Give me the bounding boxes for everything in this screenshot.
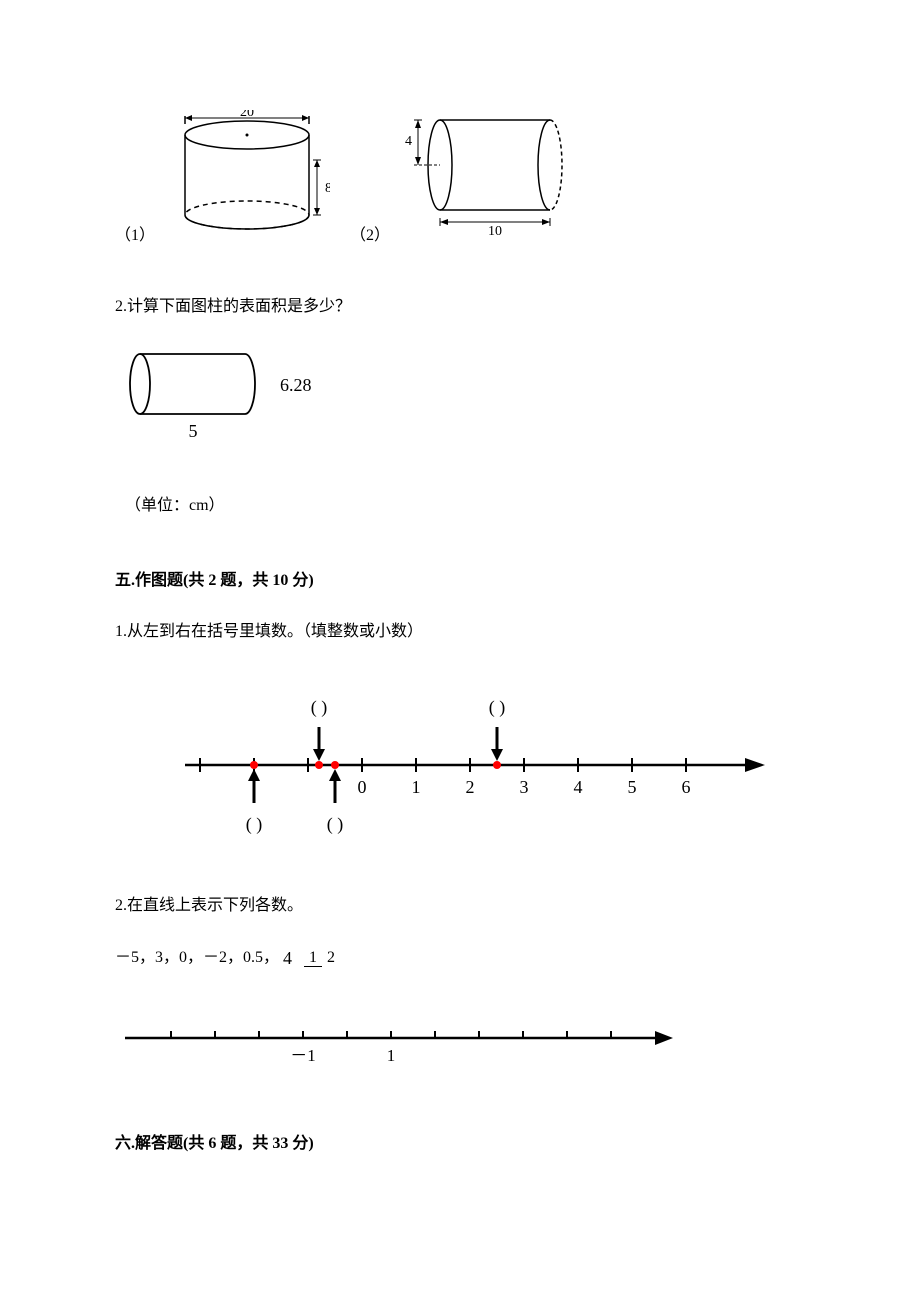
fig2-height-label: 4 <box>405 134 412 149</box>
section5-heading: 五.作图题(共 2 题，共 10 分) <box>115 568 805 594</box>
svg-text:4: 4 <box>574 777 583 797</box>
svg-text:0: 0 <box>358 777 367 797</box>
section5-q1-figure: 0 1 2 3 4 5 6 ( ) ( ) ( ) ( ) <box>175 675 805 854</box>
figure-1-caption: （1） <box>115 223 155 249</box>
q2-tick-neg: －1 <box>290 1046 316 1065</box>
q2-fraction-den: 2 <box>322 949 340 966</box>
q2-values-prefix: －5，3，0，－2，0.5， <box>115 949 279 966</box>
svg-text:6: 6 <box>682 777 691 797</box>
q2-fraction: 12 <box>304 945 340 971</box>
section6-heading: 六.解答题(共 6 题，共 33 分) <box>115 1131 805 1157</box>
svg-text:3: 3 <box>520 777 529 797</box>
section5-q1-text: 1.从左到右在括号里填数。（填整数或小数） <box>115 619 805 645</box>
problem2-diameter-label: 6.28 <box>280 375 312 395</box>
svg-text:( ): ( ) <box>246 814 263 835</box>
problem2-width-label: 5 <box>189 421 198 441</box>
svg-text:5: 5 <box>628 777 637 797</box>
fig1-height-label: 8 <box>325 181 330 196</box>
figure-2-caption: （2） <box>350 223 390 249</box>
fig2-length-label: 10 <box>488 224 502 239</box>
svg-text:( ): ( ) <box>327 814 344 835</box>
problem1-figures: （1） 20 <box>115 100 805 249</box>
svg-text:2: 2 <box>466 777 475 797</box>
section5-q2-values: －5，3，0，－2，0.5， 412 <box>115 944 805 973</box>
figure-2: （2） 4 10 <box>350 100 575 249</box>
q2-fraction-num: 1 <box>304 949 322 967</box>
problem2-text: 2.计算下面图柱的表面积是多少？ <box>115 294 805 320</box>
problem2-figure: 6.28 5 <box>115 344 805 453</box>
q2-tick-pos: 1 <box>387 1046 396 1065</box>
svg-text:( ): ( ) <box>489 697 506 718</box>
section5-q2-figure: －1 1 <box>115 1013 805 1082</box>
svg-text:( ): ( ) <box>311 697 328 718</box>
figure-1-svg: 20 8 <box>165 110 330 249</box>
problem2-unit: （单位：cm） <box>125 493 805 519</box>
q2-fraction-whole: 4 <box>283 944 292 973</box>
figure-2-svg: 4 10 <box>400 100 575 249</box>
svg-text:1: 1 <box>412 777 421 797</box>
figure-1: （1） 20 <box>115 110 330 249</box>
section5-q2-text: 2.在直线上表示下列各数。 <box>115 893 805 919</box>
fig1-width-label: 20 <box>240 110 254 120</box>
